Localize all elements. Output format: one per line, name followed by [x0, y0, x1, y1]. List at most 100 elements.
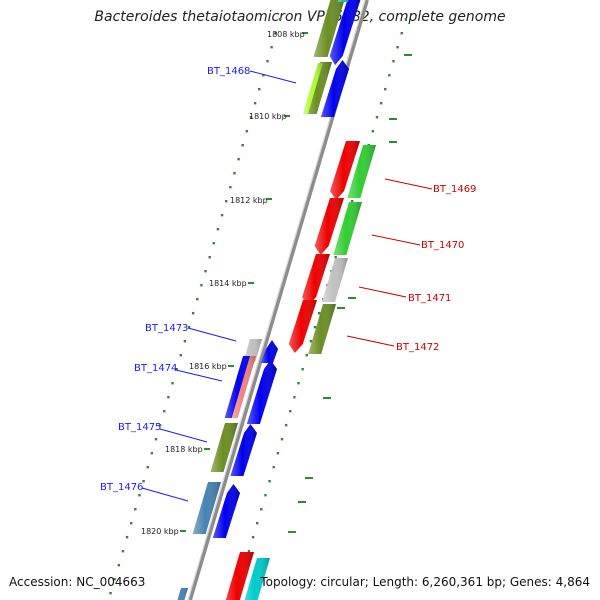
scale-dot — [191, 312, 195, 315]
scale-dot — [142, 480, 145, 483]
scale-dot — [251, 536, 255, 539]
scale-dot — [268, 480, 271, 483]
scale-dot — [183, 340, 187, 343]
scale-dot — [216, 228, 220, 231]
scale-dot — [388, 74, 391, 77]
scale-dot — [167, 396, 170, 399]
scale-dot — [125, 536, 129, 539]
feature-cog-blue[interactable] — [329, 0, 361, 65]
scale-dot — [146, 466, 149, 469]
feature-bt-1470[interactable] — [314, 198, 344, 255]
gene-label-bt-1475[interactable]: BT_1475 — [118, 422, 161, 433]
scale-dot — [241, 144, 244, 147]
scale-dot — [289, 410, 292, 413]
scale-label: 1818 kbp — [165, 445, 203, 454]
scale-dot — [284, 424, 288, 427]
scale-dot — [138, 494, 141, 497]
feature-bt-1475[interactable] — [230, 424, 257, 476]
feature-cog-steel-bottom[interactable] — [175, 588, 188, 600]
scale-dot — [334, 256, 337, 259]
feature-cog-teal[interactable] — [337, 0, 349, 2]
scale-dot — [262, 74, 265, 77]
feature-bt-1470-cog[interactable] — [333, 202, 362, 255]
gene-label-bt-1473[interactable]: BT_1473 — [145, 323, 188, 334]
feature-cog-cyan-bottom[interactable] — [242, 558, 270, 600]
scale-dot — [154, 438, 158, 441]
feature-cog-pink[interactable] — [231, 356, 256, 418]
scale-dot — [384, 88, 387, 91]
scale-dot — [187, 326, 191, 329]
scale-label: 1812 kbp — [230, 196, 268, 205]
scale-dot — [305, 354, 308, 357]
scale-dot — [117, 564, 121, 567]
feature-bt-1469[interactable] — [330, 141, 360, 200]
cog-dashes — [288, 54, 412, 533]
feature-bt-1471[interactable] — [302, 254, 330, 306]
gene-label-bt-1470[interactable]: BT_1470 — [421, 240, 464, 251]
scale-dot — [375, 116, 379, 119]
scale-dot — [121, 550, 125, 553]
scale-dot — [260, 508, 263, 511]
scale-dot — [247, 550, 251, 553]
scale-dot — [245, 130, 249, 133]
scale-dot — [200, 284, 203, 287]
scale-dot — [113, 578, 116, 581]
scale-dot — [309, 340, 313, 343]
feature-bt-1474[interactable] — [246, 360, 277, 424]
scale-dot — [229, 186, 232, 189]
gene-label-bt-1476[interactable]: BT_1476 — [100, 482, 143, 493]
scale-dot — [233, 172, 236, 175]
scale-dot — [109, 592, 112, 595]
feature-bt-1469-cog[interactable] — [347, 145, 376, 198]
feature-bt-1476[interactable] — [212, 484, 240, 538]
scale-dot — [351, 200, 354, 203]
feature-cog-red-bottom[interactable] — [223, 552, 254, 600]
scale-dot — [163, 410, 166, 413]
feature-bt-1472-cog[interactable] — [308, 304, 336, 354]
feature-bt-1475-cog[interactable] — [210, 423, 238, 472]
scale-dot — [249, 116, 253, 119]
feature-bt-1471-cog[interactable] — [322, 258, 348, 302]
scale-dot — [212, 242, 216, 245]
scale-dot — [264, 494, 267, 497]
feature-cog-lime[interactable] — [302, 63, 323, 114]
scale-dot — [179, 354, 182, 357]
scale-dot — [280, 438, 284, 441]
genome-summary-text: Topology: circular; Length: 6,260,361 bp… — [260, 575, 590, 589]
scale-dot — [293, 396, 296, 399]
scale-dot — [225, 200, 228, 203]
gene-label-bt-1472[interactable]: BT_1472 — [396, 342, 439, 353]
scale-dot — [171, 382, 174, 385]
gene-features — [175, 0, 376, 600]
scale-dot — [253, 102, 257, 105]
scale-dot — [278, 18, 282, 21]
scale-ticks — [109, 18, 408, 595]
scale-dot — [317, 312, 321, 315]
gene-label-bt-1468[interactable]: BT_1468 — [207, 66, 250, 77]
scale-dot — [396, 46, 399, 49]
scale-dot — [274, 32, 277, 35]
scale-dot — [379, 102, 383, 105]
gene-label-bt-1471[interactable]: BT_1471 — [408, 293, 451, 304]
scale-dot — [256, 522, 259, 525]
gene-label-bt-1474[interactable]: BT_1474 — [134, 363, 177, 374]
scale-label: 1820 kbp — [141, 527, 179, 536]
scale-dot — [400, 32, 403, 35]
gene-label-bt-1469[interactable]: BT_1469 — [433, 184, 476, 195]
feature-bt-1472[interactable] — [288, 300, 317, 353]
gene-labels: BT_1468 BT_1469 BT_1470 BT_1471 BT_1472 … — [100, 66, 476, 502]
scale-dot — [237, 158, 240, 161]
accession-text: Accession: NC_004663 — [9, 575, 146, 589]
scale-labels: 1808 kbp 1810 kbp 1812 kbp 1814 kbp 1816… — [141, 30, 305, 536]
scale-dot — [130, 522, 133, 525]
feature-cog-olive[interactable] — [313, 0, 345, 57]
feature-bt-1468[interactable] — [320, 60, 349, 117]
scale-label: 1814 kbp — [209, 279, 247, 288]
scale-dot — [196, 298, 199, 301]
feature-bt-1476-cog[interactable] — [192, 482, 221, 534]
scale-dot — [158, 424, 162, 427]
feature-bt-1473[interactable] — [260, 340, 278, 363]
scale-label: 1808 kbp — [267, 30, 305, 39]
scale-dot — [297, 382, 300, 385]
